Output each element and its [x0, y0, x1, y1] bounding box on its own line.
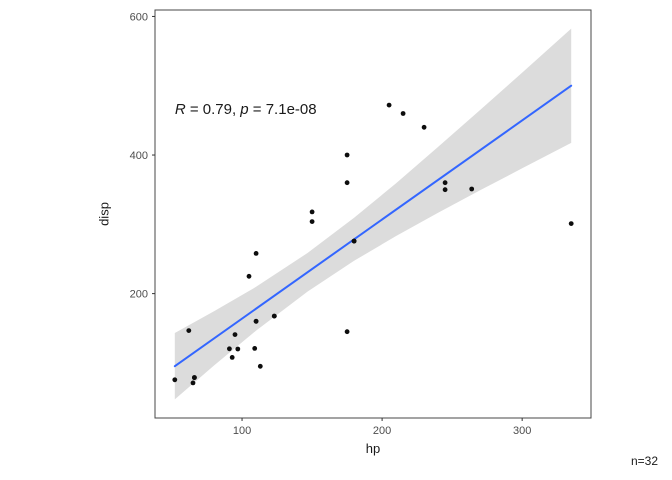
data-point: [253, 318, 259, 324]
x-tick-label: 100: [233, 425, 251, 437]
data-point: [257, 363, 263, 369]
sample-size-caption: n=32: [630, 454, 658, 468]
x-axis-title: hp: [365, 441, 381, 456]
annotation-r-symbol: R: [174, 101, 186, 119]
data-point: [344, 180, 350, 186]
annotation-p-value: = 7.1e-08: [248, 101, 317, 119]
data-point: [232, 332, 238, 337]
annotation-p-symbol: p: [240, 101, 249, 119]
data-point: [309, 219, 315, 225]
data-point: [344, 329, 350, 335]
data-point: [344, 152, 350, 158]
data-point: [309, 209, 315, 215]
panel-border: [154, 9, 592, 419]
data-point: [186, 328, 192, 333]
data-point: [568, 221, 574, 227]
y-tick-label: 400: [130, 150, 148, 162]
y-axis-title: disp: [96, 202, 112, 226]
y-tick-label: 600: [130, 11, 148, 23]
y-tick-label: 200: [130, 289, 148, 301]
data-point: [227, 346, 232, 352]
x-tick-label: 200: [373, 425, 391, 437]
data-point: [172, 377, 178, 383]
data-point: [229, 355, 235, 360]
confidence-ribbon: [174, 28, 572, 400]
data-point: [271, 313, 277, 319]
data-point: [253, 251, 259, 256]
data-point: [442, 187, 448, 193]
data-point: [421, 124, 427, 130]
data-point: [400, 111, 406, 116]
data-point: [386, 102, 392, 108]
x-tick-label: 300: [513, 425, 531, 437]
data-point: [442, 180, 448, 186]
regression-line: [173, 84, 573, 368]
data-point: [351, 238, 357, 244]
data-point: [190, 380, 196, 386]
data-point: [246, 273, 252, 279]
annotation-r-value: = 0.79,: [185, 101, 241, 119]
data-point: [192, 375, 197, 380]
correlation-annotation: R = 0.79, p = 7.1e-08: [175, 101, 317, 118]
data-point: [252, 346, 258, 351]
data-point: [469, 186, 475, 192]
data-point: [235, 346, 241, 352]
